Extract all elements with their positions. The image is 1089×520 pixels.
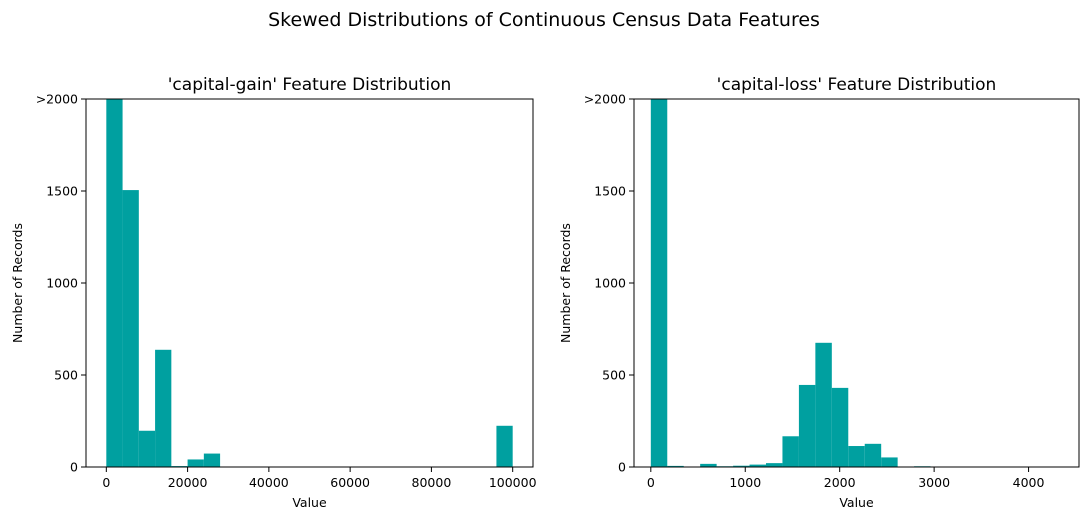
capital-gain-histogram: 0 20000 40000 60000 80000 100000 0 500 1000 1500 >… — [10, 75, 537, 510]
y-tick-label: >2000 — [584, 92, 626, 107]
histogram-bar — [700, 463, 717, 467]
x-axis-label: Value — [292, 495, 327, 510]
x-tick-label: 40000 — [249, 475, 289, 490]
x-tick-label: 80000 — [412, 475, 452, 490]
histogram-bar — [733, 465, 750, 467]
y-tick-label: 0 — [70, 460, 78, 475]
histogram-bar — [496, 425, 513, 467]
histogram-bar — [187, 459, 204, 467]
x-tick-label: 60000 — [330, 475, 370, 490]
y-axis-label: Number of Records — [10, 223, 25, 343]
x-tick-label: 100000 — [489, 475, 537, 490]
x-tick-label: 0 — [102, 475, 110, 490]
histogram-bar — [155, 349, 172, 467]
x-axis-label: Value — [839, 495, 874, 510]
x-tick-label: 4000 — [1013, 475, 1045, 490]
y-tick-label: 0 — [618, 460, 626, 475]
capital-loss-histogram: 0 1000 2000 3000 4000 0 500 1000 1500 >2000 'capit… — [558, 75, 1080, 510]
histogram-bar — [138, 430, 156, 467]
y-axis-label: Number of Records — [558, 223, 573, 343]
histogram-bar — [815, 342, 832, 467]
x-tick-label: 0 — [647, 475, 655, 490]
axes-title: 'capital-gain' Feature Distribution — [168, 75, 452, 95]
histogram-bar — [765, 463, 783, 467]
y-tick-label: 500 — [54, 368, 78, 383]
y-tick-label: 1500 — [594, 184, 626, 199]
histogram-bar — [667, 465, 684, 467]
histogram-bar — [122, 190, 139, 467]
x-tick-label: 2000 — [824, 475, 856, 490]
histogram-bar — [650, 99, 668, 467]
histogram-bar — [798, 384, 816, 467]
histogram-bar — [203, 453, 221, 467]
x-tick-label: 1000 — [729, 475, 761, 490]
histogram-bar — [881, 457, 898, 467]
histogram-bar — [749, 464, 766, 467]
histogram-bar — [848, 446, 865, 467]
axes-title: 'capital-loss' Feature Distribution — [717, 75, 997, 95]
histogram-bar — [782, 436, 799, 467]
y-tick-label: >2000 — [36, 92, 78, 107]
histogram-bar — [831, 387, 849, 467]
y-tick-label: 1500 — [46, 184, 78, 199]
figure-suptitle: Skewed Distributions of Continuous Censu… — [268, 9, 820, 31]
y-tick-label: 500 — [602, 368, 626, 383]
y-tick-label: 1000 — [46, 276, 78, 291]
histogram-bar — [106, 99, 123, 467]
y-tick-label: 1000 — [594, 276, 626, 291]
x-tick-label: 20000 — [168, 475, 208, 490]
x-tick-label: 3000 — [918, 475, 950, 490]
histogram-bar — [864, 443, 882, 467]
